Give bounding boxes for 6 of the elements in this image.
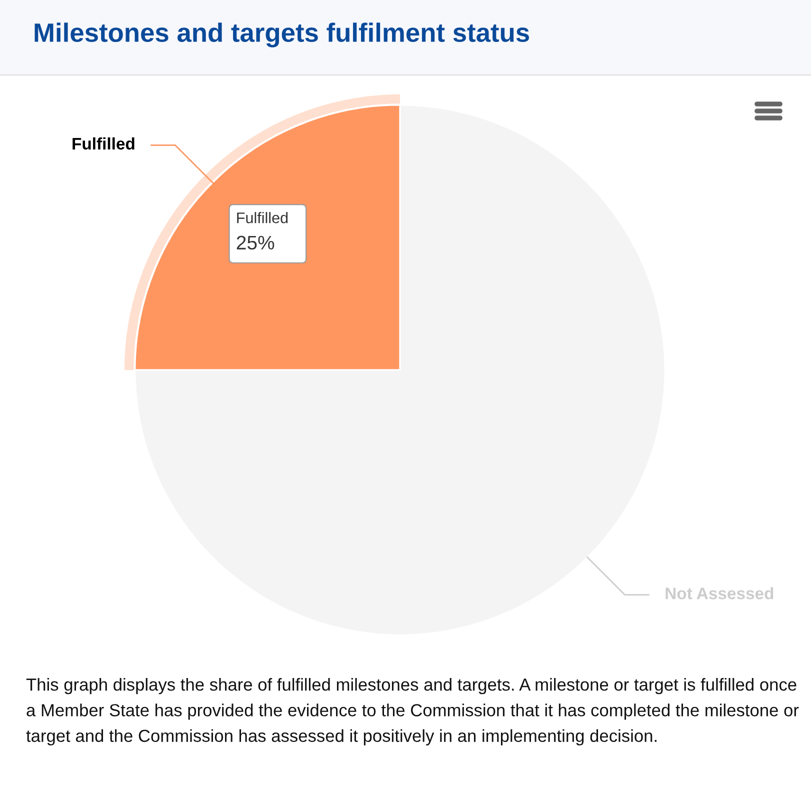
text: This graph displays the share of fulfilled milestones and targets. A milestone or target is fulfilled once a Member State has provided the evidence to the Commission that it has completed the milestone or target and the Commission has assessed it positively in an implementing decision. [26, 678, 799, 746]
chart-title: Milestones and targets fulfilment status [34, 22, 529, 48]
pie-slice [135, 105, 665, 635]
slice-label: Fulfilled [72, 137, 134, 150]
slice-label: Fulfilled [237, 212, 288, 224]
data-label: 25% [236, 236, 274, 250]
